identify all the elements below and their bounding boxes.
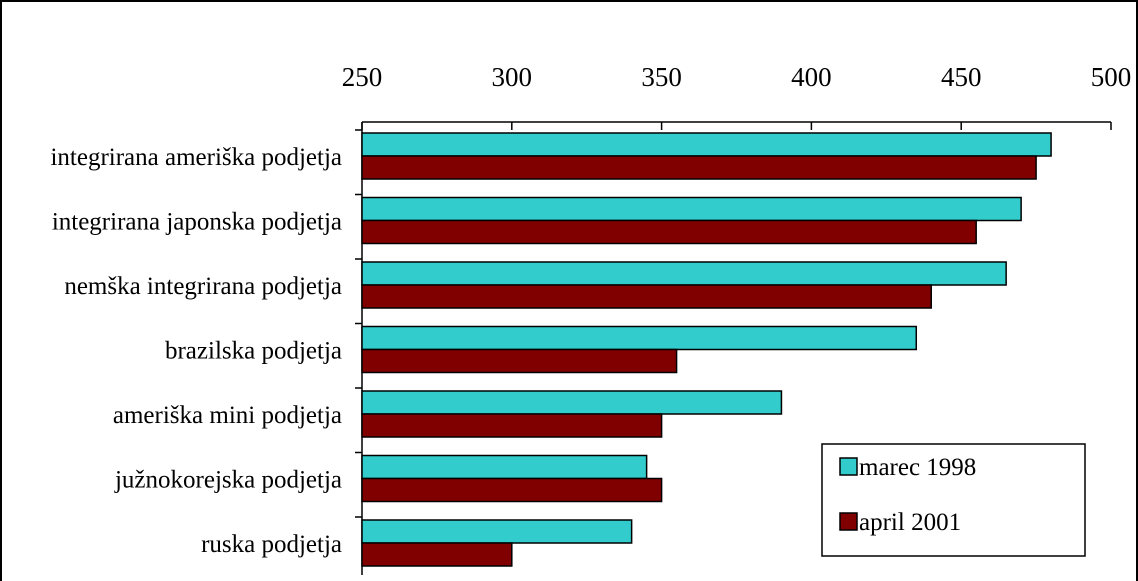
category-label: nemška integrirana podjetja <box>64 273 342 300</box>
x-tick-label: 500 <box>1091 62 1132 92</box>
x-tick-label: 350 <box>641 62 682 92</box>
category-label: ameriška mini podjetja <box>113 402 342 429</box>
bar-marec-1998 <box>361 261 1007 286</box>
bar-april-2001 <box>361 219 977 245</box>
bars <box>361 132 1052 567</box>
bar-april-2001 <box>361 284 932 309</box>
legend-label: marec 1998 <box>859 454 976 481</box>
bar-marec-1998 <box>361 454 648 480</box>
category-label: integrirana ameriška podjetja <box>50 144 342 171</box>
legend-box <box>821 443 1086 557</box>
bar-april-2001 <box>361 348 678 374</box>
legend-swatch <box>839 512 858 531</box>
legend-swatch <box>839 457 858 476</box>
bar-marec-1998 <box>361 390 783 415</box>
bar-april-2001 <box>361 542 513 567</box>
bar-marec-1998 <box>361 132 1052 157</box>
x-tick-label: 300 <box>492 62 533 92</box>
category-label: ruska podjetja <box>201 531 342 558</box>
x-tick-label: 400 <box>791 62 832 92</box>
category-label: integrirana japonska podjetja <box>52 209 342 236</box>
y-axis: integrirana ameriška podjetja integrirana… <box>50 122 363 575</box>
x-tick-label: 450 <box>941 62 982 92</box>
bar-april-2001 <box>361 413 663 438</box>
bar-marec-1998 <box>361 519 633 544</box>
bar-april-2001 <box>361 477 663 503</box>
bar-marec-1998 <box>361 196 1022 222</box>
bar-marec-1998 <box>361 325 918 351</box>
x-tick-label: 250 <box>342 62 383 92</box>
x-axis: 250 300 350 400 450 500 <box>342 62 1132 130</box>
legend: marec 1998 april 2001 <box>821 443 1086 557</box>
bar-april-2001 <box>361 155 1037 180</box>
category-label: južnokorejska podjetja <box>114 467 342 494</box>
category-label: brazilska podjetja <box>165 338 342 365</box>
legend-label: april 2001 <box>859 509 961 536</box>
